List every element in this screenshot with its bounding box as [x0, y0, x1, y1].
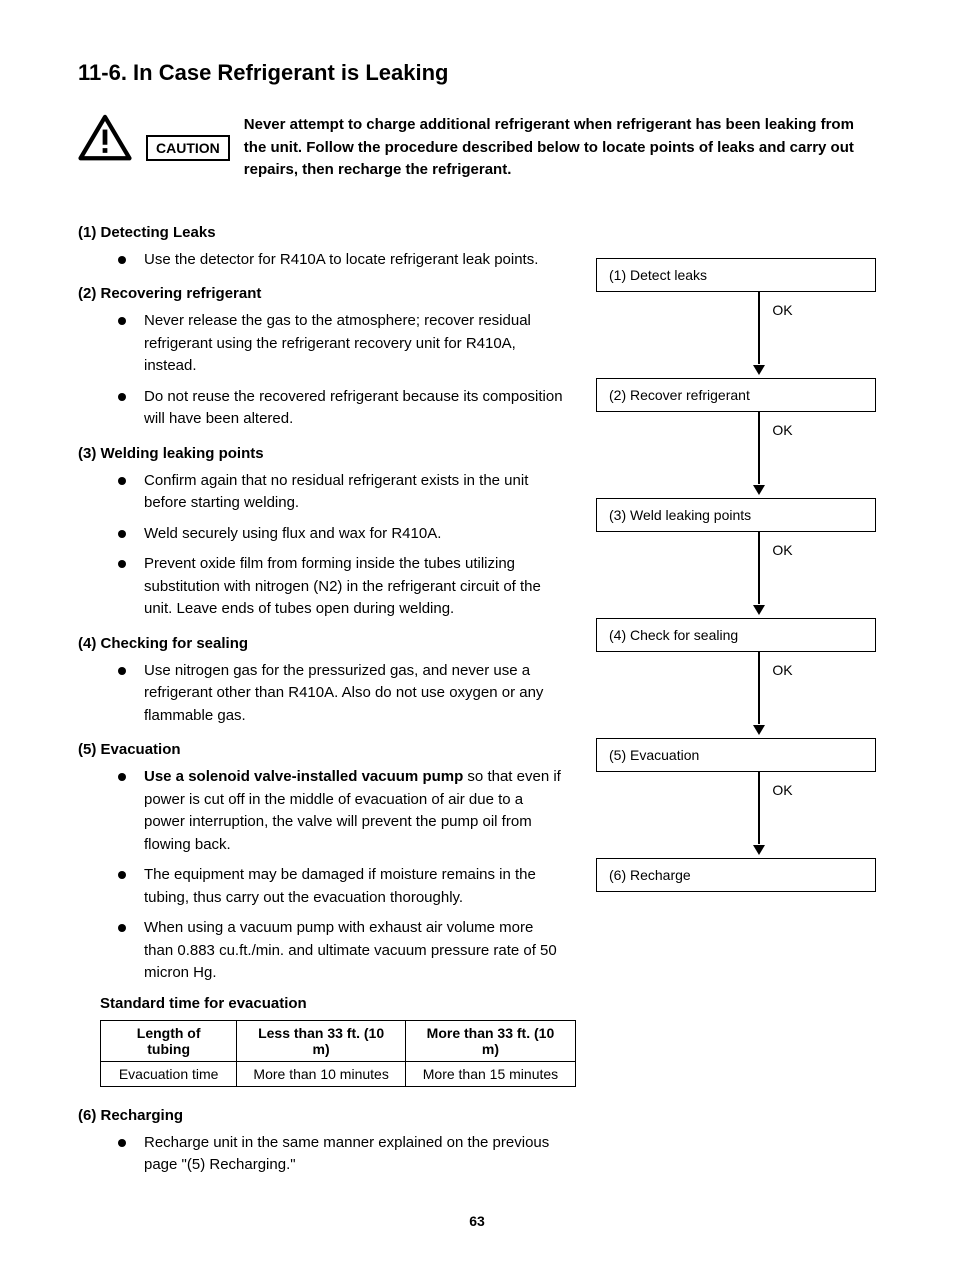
list-item: The equipment may be damaged if moisture… — [118, 864, 576, 909]
flow-node-6: (6) Recharge — [596, 858, 876, 892]
table-row: Evacuation time More than 10 minutes Mor… — [101, 1061, 576, 1086]
section-2-head: (2) Recovering refrigerant — [78, 285, 576, 302]
section-6-head: (6) Recharging — [78, 1107, 576, 1124]
flowchart: (1) Detect leaks OK (2) Recover refriger… — [596, 210, 876, 892]
section-6-list: Recharge unit in the same manner explain… — [78, 1132, 576, 1177]
page: 11-6. In Case Refrigerant is Leaking CAU… — [0, 0, 954, 1269]
flow-line — [758, 532, 760, 604]
list-item: Weld securely using flux and wax for R41… — [118, 523, 576, 546]
arrow-down-icon — [753, 482, 765, 500]
flow-node-5: (5) Evacuation — [596, 738, 876, 772]
flow-node-4: (4) Check for sealing — [596, 618, 876, 652]
caution-block: CAUTION Never attempt to charge addition… — [78, 114, 876, 182]
flow-line — [758, 772, 760, 844]
section-3-head: (3) Welding leaking points — [78, 445, 576, 462]
arrow-down-icon — [753, 602, 765, 620]
flow-ok-label: OK — [772, 302, 792, 318]
flow-ok-label: OK — [772, 542, 792, 558]
flow-line — [758, 412, 760, 484]
section-5-list: Use a solenoid valve-installed vacuum pu… — [78, 766, 576, 985]
evac-caption: Standard time for evacuation — [100, 995, 576, 1012]
content-columns: (1) Detecting Leaks Use the detector for… — [78, 210, 876, 1185]
table-cell: More than 10 minutes — [237, 1061, 406, 1086]
flow-connector: OK — [596, 532, 876, 618]
flow-ok-label: OK — [772, 782, 792, 798]
flow-connector: OK — [596, 412, 876, 498]
section-2-list: Never release the gas to the atmosphere;… — [78, 310, 576, 431]
list-item: Prevent oxide film from forming inside t… — [118, 553, 576, 621]
table-cell: Length of tubing — [101, 1020, 237, 1061]
section-title: 11-6. In Case Refrigerant is Leaking — [78, 60, 876, 86]
bold-lead: Use a solenoid valve-installed vacuum pu… — [144, 768, 463, 785]
list-item: Do not reuse the recovered refrigerant b… — [118, 386, 576, 431]
table-cell: More than 15 minutes — [405, 1061, 575, 1086]
list-item: Recharge unit in the same manner explain… — [118, 1132, 576, 1177]
list-item: Never release the gas to the atmosphere;… — [118, 310, 576, 378]
list-item: Use a solenoid valve-installed vacuum pu… — [118, 766, 576, 856]
flow-node-1: (1) Detect leaks — [596, 258, 876, 292]
flow-line — [758, 292, 760, 364]
section-1-list: Use the detector for R410A to locate ref… — [78, 249, 576, 272]
caution-text: Never attempt to charge additional refri… — [244, 114, 876, 182]
section-5-head: (5) Evacuation — [78, 741, 576, 758]
table-cell: More than 33 ft. (10 m) — [405, 1020, 575, 1061]
section-4-list: Use nitrogen gas for the pressurized gas… — [78, 660, 576, 728]
list-item: Use the detector for R410A to locate ref… — [118, 249, 576, 272]
table-row: Length of tubing Less than 33 ft. (10 m)… — [101, 1020, 576, 1061]
flow-line — [758, 652, 760, 724]
flow-connector: OK — [596, 292, 876, 378]
flow-connector: OK — [596, 772, 876, 858]
list-item: Confirm again that no residual refrigera… — [118, 470, 576, 515]
table-cell: Less than 33 ft. (10 m) — [237, 1020, 406, 1061]
page-number: 63 — [78, 1213, 876, 1229]
arrow-down-icon — [753, 842, 765, 860]
caution-label: CAUTION — [146, 135, 230, 161]
warning-icon — [78, 114, 132, 167]
flow-connector: OK — [596, 652, 876, 738]
list-item: Use nitrogen gas for the pressurized gas… — [118, 660, 576, 728]
section-4-head: (4) Checking for sealing — [78, 635, 576, 652]
arrow-down-icon — [753, 722, 765, 740]
arrow-down-icon — [753, 362, 765, 380]
section-1-head: (1) Detecting Leaks — [78, 224, 576, 241]
flow-node-3: (3) Weld leaking points — [596, 498, 876, 532]
flow-node-2: (2) Recover refrigerant — [596, 378, 876, 412]
list-item: When using a vacuum pump with exhaust ai… — [118, 917, 576, 985]
section-3-list: Confirm again that no residual refrigera… — [78, 470, 576, 621]
left-column: (1) Detecting Leaks Use the detector for… — [78, 210, 576, 1185]
evacuation-table: Length of tubing Less than 33 ft. (10 m)… — [100, 1020, 576, 1087]
flow-ok-label: OK — [772, 662, 792, 678]
flow-ok-label: OK — [772, 422, 792, 438]
flow-wrap: (1) Detect leaks OK (2) Recover refriger… — [596, 258, 876, 892]
table-cell: Evacuation time — [101, 1061, 237, 1086]
